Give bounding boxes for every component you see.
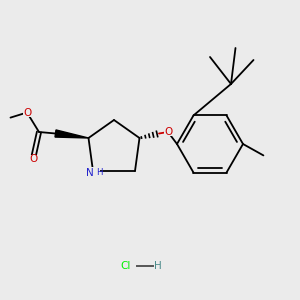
Text: H: H [96,168,103,177]
Text: O: O [29,154,37,164]
Text: O: O [164,127,172,137]
FancyBboxPatch shape [22,108,32,117]
FancyBboxPatch shape [86,167,100,176]
Text: O: O [23,107,31,118]
Text: H: H [154,261,161,272]
Text: Cl: Cl [121,261,131,272]
Text: N: N [85,167,93,178]
FancyBboxPatch shape [28,155,38,163]
FancyBboxPatch shape [164,128,172,136]
Polygon shape [55,130,88,138]
